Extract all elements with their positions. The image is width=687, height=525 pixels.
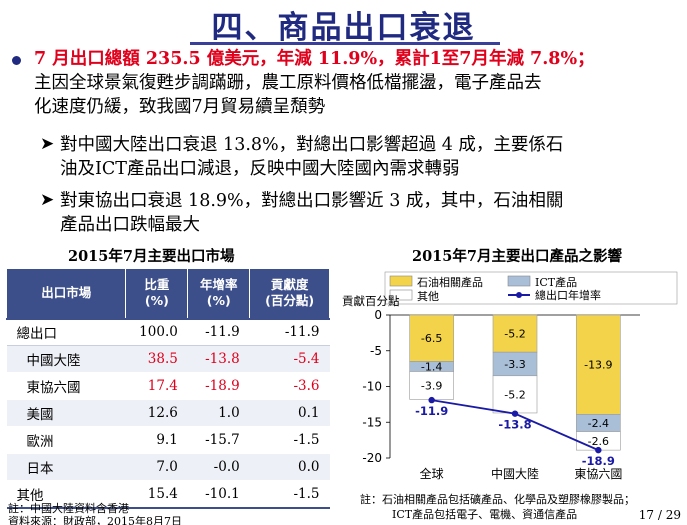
row-contrib: -3.6 [249,372,330,400]
arrow-icon: ➤ [40,134,55,154]
growth-marker [428,396,435,404]
growth-value-label: -13.8 [498,418,531,432]
row-share: 7.0 [125,453,188,481]
export-market-table: 出口市場 比重 (%) 年增率 (%) 貢獻度 (百分點) 總出口 100.0 … [5,268,330,509]
row-contrib: -1.5 [249,480,330,509]
row-growth: -18.9 [187,372,250,400]
y-tick-label: -10 [362,380,382,394]
legend-label: 其他 [417,290,439,303]
row-name: 東協六國 [6,372,126,400]
bar-value-label: -6.5 [421,332,442,345]
chart-note: 註：石油相關產品包括礦產品、化學品及塑膠橡膠製品； [360,493,635,506]
arrow-icon: ➤ [40,190,55,210]
bar-value-label: -2.6 [588,435,609,448]
row-contrib: 0.0 [249,453,330,481]
table-note: 註：中國大陸資料含香港 [8,502,129,515]
row-share: 15.4 [125,480,188,509]
row-share: 100.0 [125,317,188,346]
legend-swatch [389,289,413,301]
legend-label: 石油相關產品 [417,275,483,289]
main-bullet-line3: 化速度仍緩，致我國7月貿易續呈頹勢 [34,97,326,117]
row-contrib: -5.4 [249,345,330,373]
row-growth: -15.7 [187,426,250,454]
row-share: 38.5 [125,345,188,373]
table-row: 日本 7.0 -0.0 0.0 [6,453,330,481]
header-contrib: 貢獻度 (百分點) [249,268,330,319]
header-growth: 年增率 (%) [187,268,251,319]
table-title: 2015年7月主要出口市場 [68,248,235,265]
y-tick-label: -5 [370,344,382,358]
row-growth: -11.9 [187,317,250,346]
row-name: 美國 [6,399,126,427]
legend-label: 總出口年增率 [535,288,601,302]
table-row: 中國大陸 38.5 -13.8 -5.4 [6,345,330,373]
bar-segment [492,314,538,353]
growth-value-label: -11.9 [415,404,448,418]
table-row: 東協六國 17.4 -18.9 -3.6 [6,372,330,400]
table-row: 總出口 100.0 -11.9 -11.9 [6,317,330,346]
row-name: 總出口 [6,317,126,346]
main-bullet-line2: 主因全球景氣復甦步調蹣跚，農工原料價格低檔擺盪，電子產品去 [34,73,542,93]
title-underline [190,42,500,45]
row-contrib: -1.5 [249,426,330,454]
row-name: 日本 [6,453,126,481]
row-name: 其他 [6,480,126,509]
row-contrib: -11.9 [249,317,330,346]
sub-bullet-line: 對東協出口衰退 18.9%，對總出口影響近 3 成，其中，石油相關 [60,191,564,211]
bar-segment [409,314,454,362]
bar-value-label: -3.3 [504,358,525,371]
row-share: 12.6 [125,399,188,427]
x-tick-label: 中國大陸 [491,466,539,481]
bullet-dot-icon [12,56,21,65]
row-growth: -10.1 [187,480,250,509]
x-tick-label: 全球 [420,466,444,481]
y-tick-label: -20 [362,451,382,465]
row-growth: -0.0 [187,453,250,481]
main-bullet-highlight: 7 月出口總額 235.5 億美元，年減 11.9%，累計1至7月年減 7.8%… [34,49,595,69]
y-tick-label: 0 [374,308,382,322]
row-growth: -13.8 [187,345,250,373]
bar-value-label: -1.4 [421,360,442,373]
chart-title: 2015年7月主要出口產品之影響 [412,248,622,265]
legend-box [384,271,678,305]
growth-marker [511,410,519,417]
growth-marker [595,446,602,454]
row-name: 中國大陸 [6,345,126,373]
page-number: 17 / 29 [638,508,681,522]
legend-swatch [507,275,531,287]
row-name: 歐洲 [6,426,126,454]
row-share: 17.4 [125,372,188,400]
y-tick-label: -15 [362,415,382,429]
bar-value-label: -3.9 [421,379,442,392]
row-share: 9.1 [125,426,188,454]
sub-bullet-line: 油及ICT產品出口減退，反映中國大陸國內需求轉弱 [60,159,460,179]
table-row: 其他 15.4 -10.1 -1.5 [6,480,330,509]
legend-label: ICT產品 [535,275,577,289]
legend-line-marker [516,292,522,298]
sub-bullet-line: 對中國大陸出口衰退 13.8%，對總出口影響超過 4 成，主要係石 [60,135,564,155]
row-contrib: 0.1 [249,399,330,427]
bar-value-label: -13.9 [584,359,612,372]
x-tick-label: 東協六國 [574,466,622,481]
chart-note: ICT產品包括電子、電機、資通信產品 [392,508,578,521]
table-source: 資料來源：財政部，2015年8月7日 [8,515,182,525]
bar-segment [409,371,454,400]
page-title: 四、商品出口衰退 [211,10,476,46]
header-market: 出口市場 [5,268,127,319]
row-growth: 1.0 [187,399,250,427]
growth-value-label: -18.9 [582,454,615,468]
bar-value-label: -5.2 [504,388,525,401]
bar-value-label: -5.2 [504,328,525,341]
y-axis-label: 貢獻百分點 [342,294,400,308]
table-row: 美國 12.6 1.0 0.1 [6,399,330,427]
bar-segment [492,375,538,414]
legend-swatch [389,275,413,287]
sub-bullet-line: 產品出口跌幅最大 [60,215,200,235]
bar-value-label: -2.4 [588,417,609,430]
table-row: 歐洲 9.1 -15.7 -1.5 [6,426,330,454]
header-share: 比重 (%) [125,268,189,319]
